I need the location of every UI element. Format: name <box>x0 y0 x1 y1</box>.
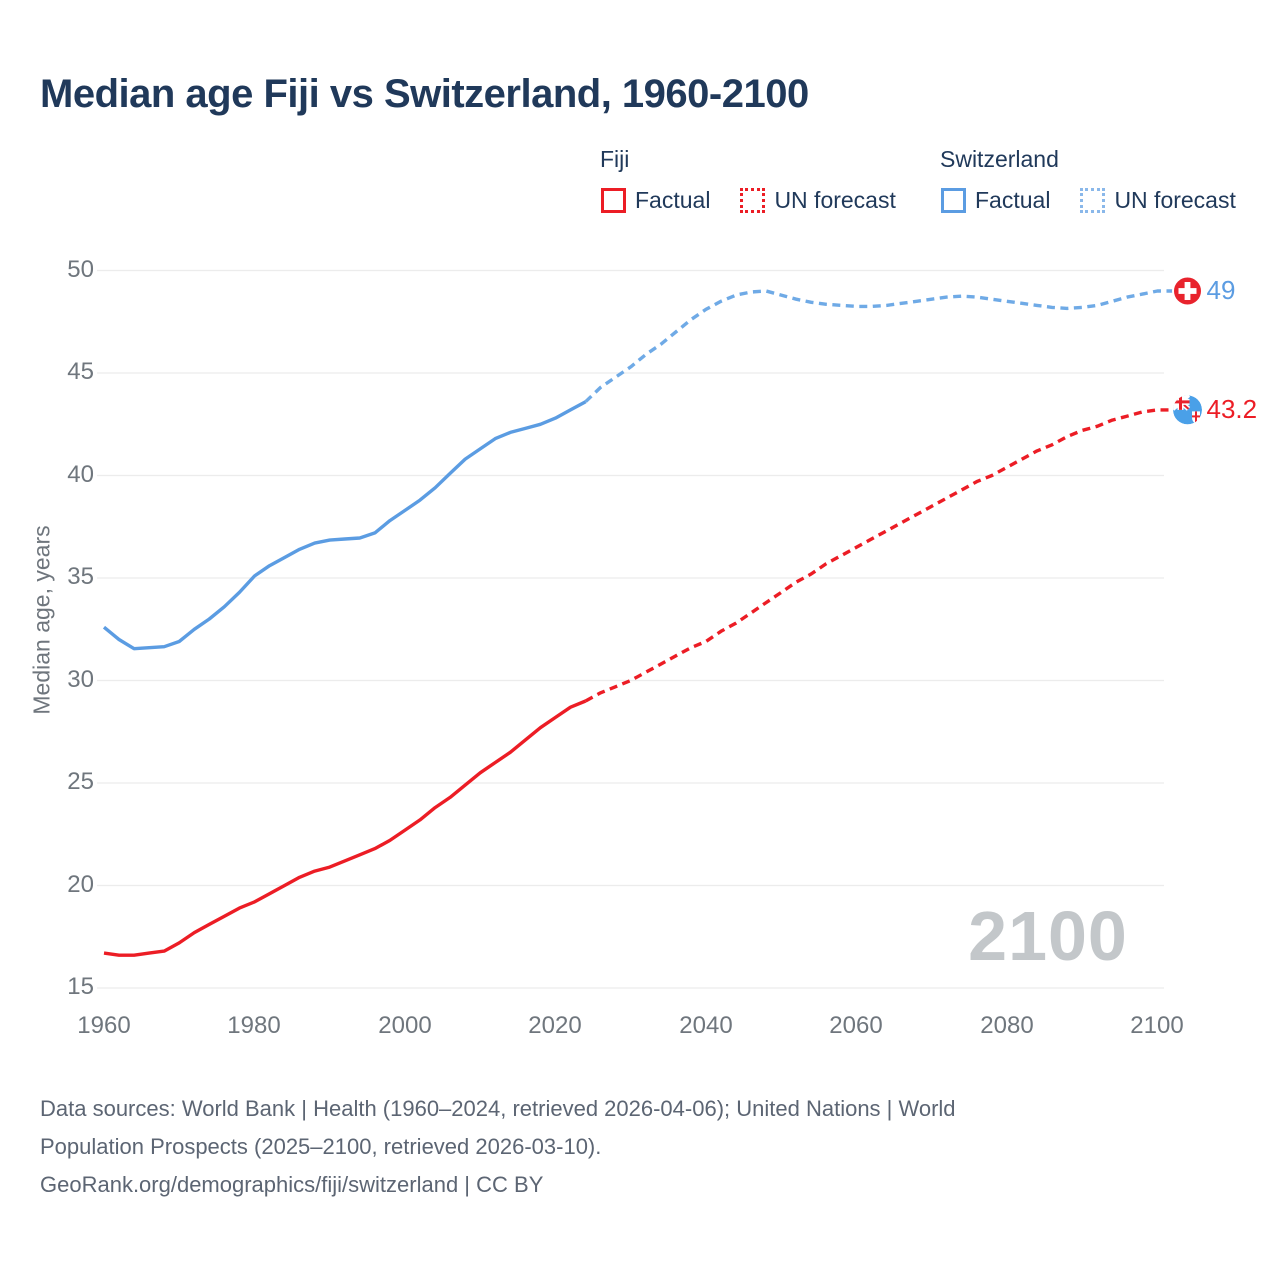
y-tick-label-40: 40 <box>67 460 94 488</box>
switzerland-end-value: 49 <box>1206 274 1236 305</box>
x-tick-label-2020: 2020 <box>528 1012 582 1039</box>
y-tick-label-20: 20 <box>67 870 94 898</box>
data-sources-line-1: Data sources: World Bank | Health (1960–… <box>40 1096 956 1121</box>
fiji-end-value: 43.2 <box>1206 393 1258 424</box>
x-tick-label-2100: 2100 <box>1130 1012 1184 1039</box>
legend-row-fiji: Factual UN forecast <box>601 187 916 214</box>
chart-title: Median age Fiji vs Switzerland, 1960-210… <box>40 72 809 116</box>
y-tick-label-25: 25 <box>67 767 94 795</box>
x-tick-label-2080: 2080 <box>980 1012 1034 1039</box>
fiji-un-forecast-line <box>584 408 1174 703</box>
x-tick-label-2040: 2040 <box>679 1012 733 1039</box>
switzerland-flag-icon <box>1172 275 1203 307</box>
data-sources-line-2: Population Prospects (2025–2100, retriev… <box>40 1134 602 1159</box>
x-tick-label-2060: 2060 <box>829 1012 883 1039</box>
fiji-factual-line <box>103 699 587 957</box>
switzerland-un-forecast-line <box>584 289 1174 403</box>
x-tick-label-1980: 1980 <box>227 1012 281 1039</box>
chart-series <box>102 289 1174 957</box>
y-tick-label-50: 50 <box>67 255 94 283</box>
legend-item-fiji-factual: Factual <box>601 187 710 214</box>
fiji-forecast-swatch-icon <box>740 188 766 213</box>
x-tick-label-2000: 2000 <box>378 1012 432 1039</box>
switzerland-factual-swatch-icon <box>941 188 966 213</box>
switzerland-factual-line <box>102 400 587 651</box>
watermark-year: 2100 <box>968 897 1128 975</box>
fiji-flag-icon <box>1173 395 1202 425</box>
gridlines <box>97 269 1164 989</box>
legend-row-switzerland: Factual UN forecast <box>941 187 1256 214</box>
y-tick-label-45: 45 <box>67 357 94 385</box>
attribution-url-line: GeoRank.org/demographics/fiji/switzerlan… <box>40 1172 544 1197</box>
y-tick-label-15: 15 <box>67 972 94 1000</box>
x-tick-label-1960: 1960 <box>77 1012 131 1039</box>
legend-group-switzerland: Switzerland <box>940 146 1059 172</box>
y-tick-label-30: 30 <box>67 665 94 693</box>
legend-item-switzerland-factual: Factual <box>941 187 1050 214</box>
legend-item-fiji-forecast: UN forecast <box>740 187 896 214</box>
switzerland-forecast-swatch-icon <box>1080 188 1106 213</box>
legend-group-fiji: Fiji <box>600 146 630 172</box>
fiji-factual-swatch-icon <box>601 188 626 213</box>
legend-item-switzerland-forecast: UN forecast <box>1080 187 1236 214</box>
footer: Data sources: World Bank | Health (1960–… <box>40 1090 1180 1204</box>
fiji-union-jack <box>1173 395 1191 411</box>
y-tick-label-35: 35 <box>67 562 94 590</box>
